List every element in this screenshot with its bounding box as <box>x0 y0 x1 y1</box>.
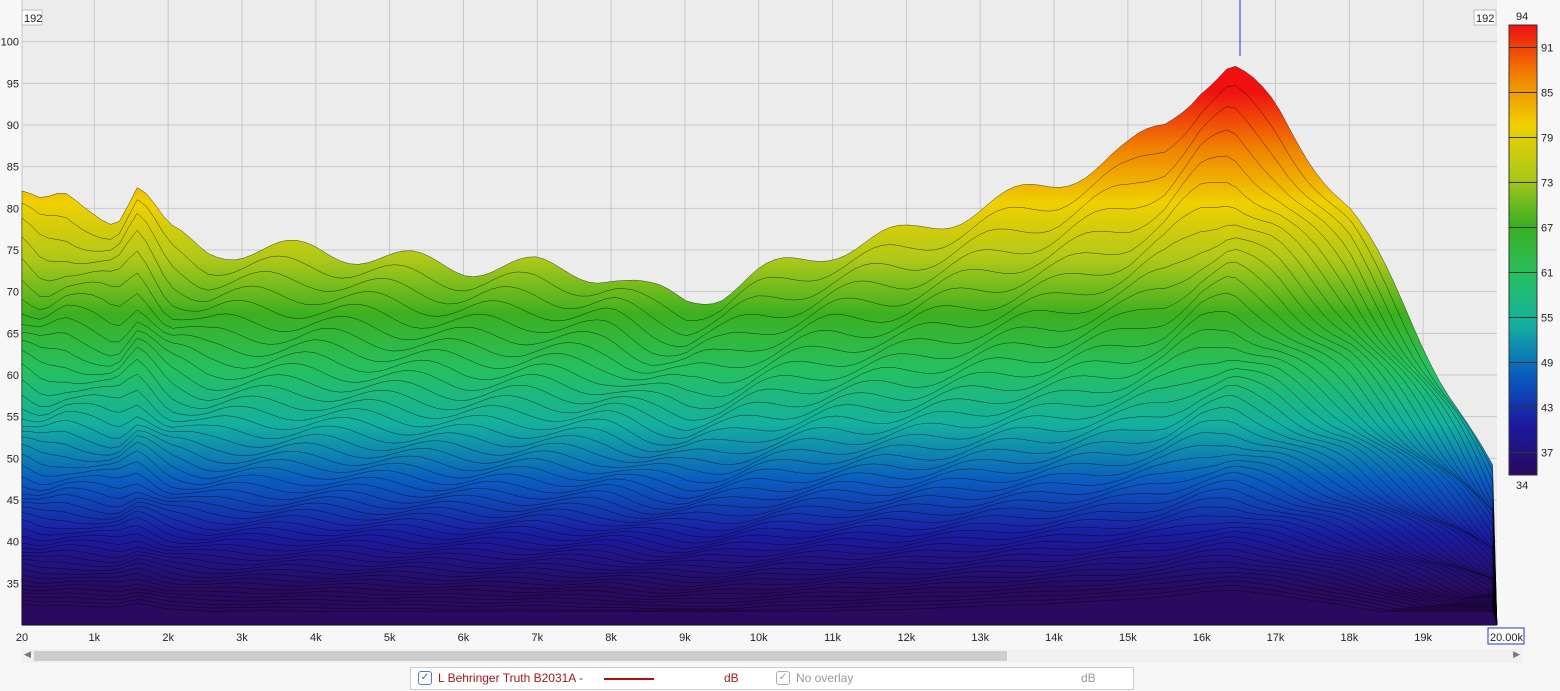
waterfall-slices <box>21 66 1498 626</box>
x-axis: 20 1k 2k 3k 4k 5k 6k 7k 8k 9k 10k 11k 12k 13k 14k 15k 16… <box>16 632 1433 644</box>
trace-checkbox[interactable]: ✓ <box>418 671 432 685</box>
y-axis: 35 40 45 50 55 60 65 70 75 80 85 90 95 100 <box>1 37 19 591</box>
scroll-left-icon[interactable]: ◀ <box>24 649 31 659</box>
y-tick-label: 40 <box>7 537 19 549</box>
colorbar-label: 67 <box>1541 223 1553 235</box>
horizontal-scrollbar[interactable]: ◀ ▶ <box>22 649 1522 663</box>
overlay-checkbox[interactable]: ✓ <box>776 671 790 685</box>
colorbar-label: 91 <box>1541 43 1553 55</box>
x-tick-label: 16k <box>1193 632 1211 644</box>
x-tick-label: 11k <box>824 632 841 644</box>
svg-text:192: 192 <box>1476 13 1494 25</box>
x-tick-label: 6k <box>458 632 470 644</box>
waterfall-slice <box>21 589 1498 626</box>
colorbar-label: 79 <box>1541 133 1553 145</box>
waterfall-chart[interactable]: 20 1k 2k 3k 4k 5k 6k 7k 8k 9k 10k 11k 12k 13k 14k 15k 16… <box>0 0 1560 648</box>
colorbar-label: 37 <box>1541 448 1553 460</box>
x-end-label[interactable]: 20.00k <box>1487 627 1525 645</box>
y-tick-label: 100 <box>1 37 19 49</box>
x-tick-label: 1k <box>89 632 101 644</box>
scroll-right-icon[interactable]: ▶ <box>1513 649 1520 659</box>
svg-text:20.00k: 20.00k <box>1490 632 1524 644</box>
x-tick-label: 3k <box>236 632 248 644</box>
colorbar-label: 34 <box>1516 480 1528 492</box>
overlay-label: No overlay <box>796 671 854 685</box>
x-tick-label: 18k <box>1340 632 1358 644</box>
colorbar <box>1508 24 1538 476</box>
y-tick-label: 95 <box>7 78 19 90</box>
x-tick-label: 4k <box>310 632 322 644</box>
x-tick-label: 8k <box>605 632 617 644</box>
y-tick-label: 60 <box>7 370 19 382</box>
x-tick-label: 12k <box>898 632 916 644</box>
y-tick-label: 55 <box>7 412 19 424</box>
slice-label-left: 192 <box>21 9 43 26</box>
x-tick-label: 10k <box>750 632 768 644</box>
colorbar-label: 49 <box>1541 358 1553 370</box>
colorbar-ticks: 94 91 85 79 73 67 61 55 49 43 37 34 <box>1509 11 1553 492</box>
x-tick-label: 20 <box>16 632 28 644</box>
y-tick-label: 65 <box>7 328 19 340</box>
y-tick-label: 70 <box>7 287 19 299</box>
y-tick-label: 35 <box>7 578 19 590</box>
y-tick-label: 85 <box>7 162 19 174</box>
legend-bar: ✓ L Behringer Truth B2031A - dB ✓ No ove… <box>410 667 1134 690</box>
colorbar-label: 61 <box>1541 268 1553 280</box>
x-tick-label: 19k <box>1414 632 1432 644</box>
scrollbar-thumb[interactable] <box>34 651 1007 661</box>
colorbar-label: 55 <box>1541 313 1553 325</box>
y-tick-label: 45 <box>7 495 19 507</box>
overlay-unit: dB <box>1081 671 1096 685</box>
x-tick-label: 9k <box>679 632 691 644</box>
slice-label-right: 192 <box>1473 9 1497 26</box>
y-tick-label: 80 <box>7 203 19 215</box>
x-tick-label: 15k <box>1119 632 1137 644</box>
y-tick-label: 50 <box>7 453 19 465</box>
x-tick-label: 5k <box>384 632 396 644</box>
x-tick-label: 14k <box>1045 632 1063 644</box>
x-tick-label: 2k <box>162 632 174 644</box>
colorbar-label: 85 <box>1541 88 1553 100</box>
y-tick-label: 90 <box>7 120 19 132</box>
x-tick-label: 7k <box>531 632 543 644</box>
trace-label: L Behringer Truth B2031A - <box>438 671 583 685</box>
y-tick-label: 75 <box>7 245 19 257</box>
trace-unit: dB <box>724 671 739 685</box>
colorbar-label: 43 <box>1541 403 1553 415</box>
trace-line-swatch <box>604 678 654 680</box>
x-tick-label: 13k <box>971 632 989 644</box>
colorbar-label: 73 <box>1541 178 1553 190</box>
x-tick-label: 17k <box>1267 632 1285 644</box>
svg-text:192: 192 <box>24 13 42 25</box>
colorbar-label: 94 <box>1516 11 1528 23</box>
